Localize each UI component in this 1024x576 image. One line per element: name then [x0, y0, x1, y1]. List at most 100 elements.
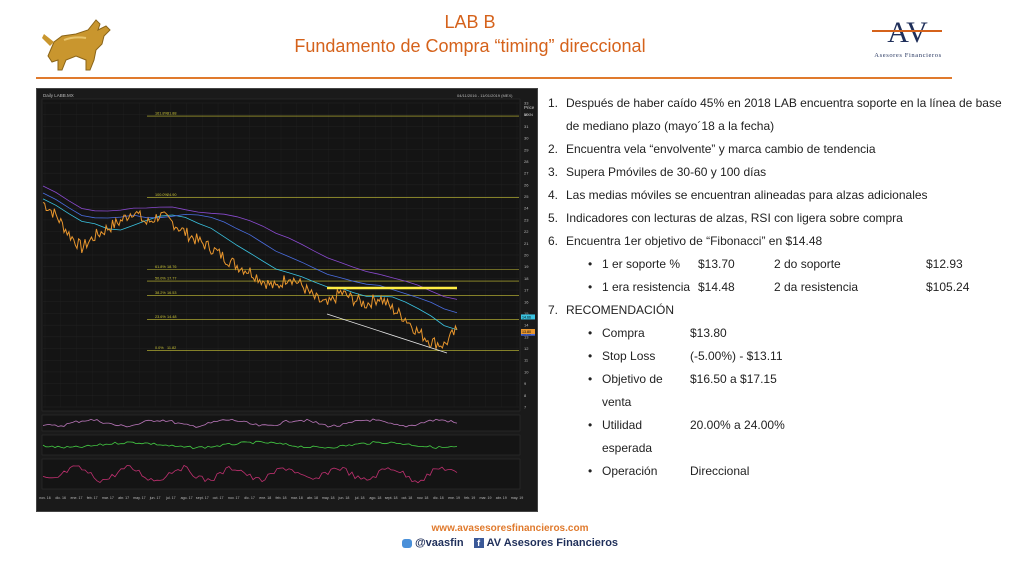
x-tick-label: ene. 18 [259, 496, 271, 500]
bull-logo-icon [42, 19, 111, 71]
rsi-series-line [42, 418, 458, 428]
stochastic-series-line [42, 464, 458, 484]
fibonacci-price-label: 16.53 [167, 291, 177, 295]
logo-letters: AV [887, 16, 929, 49]
chart-date-range: 04/11/2016 - 11/01/2019 (MEX) [457, 93, 513, 98]
trend-line [326, 313, 448, 354]
y-tick-label: 12 [524, 346, 529, 351]
logo-subtitle: Asesores Financieros [874, 52, 942, 59]
point-6: 6. Encuentra 1er objetivo de “Fibonacci” … [548, 234, 823, 248]
y-tick-label: 28 [524, 159, 529, 164]
y-tick-label: 13 [524, 334, 529, 339]
fibonacci-level-label: 61.8% [155, 265, 166, 269]
stock-chart[interactable]: Daily LABB.MX 04/11/2016 - 11/01/2019 (M… [36, 88, 538, 512]
x-tick-label: ago. 17 [181, 496, 193, 500]
y-tick-label: 23 [524, 217, 529, 222]
title-line-2: Fundamento de Compra “timing” direcciona… [294, 36, 646, 56]
fibonacci-level-label: 100.0% [155, 193, 169, 197]
y-tick-label: 24 [524, 206, 529, 211]
bullet-icon: • [588, 349, 593, 363]
fibonacci-level-label: 23.6% [155, 315, 166, 319]
bullet-icon: • [588, 257, 593, 271]
facebook-page[interactable]: AV Asesores Financieros [486, 537, 619, 549]
y-tick-label: 14 [524, 323, 529, 328]
x-tick-label: mar. 17 [102, 496, 114, 500]
y-tick-label: 20 [524, 253, 529, 258]
price-axis-label: Price [524, 105, 535, 110]
y-tick-label: 8 [524, 393, 527, 398]
x-tick-label: mar. 19 [480, 496, 492, 500]
moving-average-line [42, 198, 458, 331]
point-4: 4. Las medias móviles se encuentran aline… [548, 188, 928, 202]
rec-expected-profit: • Utilidad esperada 20.00% a 24.00% [548, 414, 1004, 460]
x-tick-label: nov. 17 [228, 496, 240, 500]
y-tick-label: 11 [524, 358, 529, 363]
y-tick-label: 22 [524, 229, 529, 234]
x-tick-label: abr. 17 [118, 496, 129, 500]
y-tick-label: 10 [524, 369, 529, 374]
x-tick-label: jun. 18 [338, 496, 350, 500]
bullet-icon: • [588, 464, 593, 478]
x-tick-label: feb. 19 [464, 496, 475, 500]
stochastic-pane [41, 458, 521, 490]
x-tick-label: may. 19 [511, 496, 524, 500]
x-tick-label: jul. 18 [354, 496, 365, 500]
chart-canvas: Daily LABB.MX 04/11/2016 - 11/01/2019 (M… [37, 89, 537, 511]
analysis-points: 1. Después de haber caído 45% en 2018 LAB… [548, 92, 1004, 483]
fibonacci-level-label: 161.8% [155, 112, 169, 116]
x-tick-label: abr. 19 [496, 496, 507, 500]
x-tick-label: dic. 16 [55, 496, 66, 500]
bullet-icon: • [588, 418, 593, 432]
header-divider [36, 77, 952, 79]
fibonacci-price-label: 17.77 [167, 277, 177, 281]
rec-stop-loss: • Stop Loss (-5.00%) - $13.11 [548, 345, 1004, 368]
fibonacci-price-label: 24.90 [167, 193, 177, 197]
moving-average-line [42, 185, 458, 300]
y-tick-label: 31 [524, 124, 529, 129]
currency-label: MXN [524, 112, 533, 117]
fibonacci-level-label: 50.0% [155, 277, 166, 281]
x-tick-label: ene. 17 [70, 496, 82, 500]
bullet-icon: • [588, 372, 593, 386]
website-link[interactable]: www.avasesoresfinancieros.com [431, 523, 589, 534]
y-tick-label: 16 [524, 299, 529, 304]
x-tick-label: feb. 17 [87, 496, 98, 500]
y-tick-label: 26 [524, 182, 529, 187]
price-tag-label: 13.80 [522, 330, 531, 334]
x-tick-label: feb. 18 [276, 496, 287, 500]
x-tick-label: nov. 16 [39, 496, 51, 500]
y-tick-label: 30 [524, 136, 529, 141]
twitter-handle[interactable]: @vaasfin [414, 537, 464, 549]
fibonacci-price-label: 11.82 [167, 346, 176, 350]
y-tick-label: 18 [524, 276, 529, 281]
point-1: 1. Después de haber caído 45% en 2018 LAB… [548, 96, 1002, 133]
chart-window-label: Daily LABB.MX [43, 93, 74, 98]
point-7: 7. RECOMENDACIÓN [548, 303, 675, 317]
y-tick-label: 33 [524, 101, 529, 106]
point-3: 3. Supera Pmóviles de 30-60 y 100 días [548, 165, 767, 179]
macd-series-line [42, 440, 458, 450]
social-links: @vaasfin f AV Asesores Financieros [380, 535, 640, 551]
x-tick-label: sept. 17 [196, 496, 209, 500]
rec-target: • Objetivo de venta $16.50 a $17.15 [548, 368, 1004, 414]
y-tick-label: 17 [524, 288, 529, 293]
x-tick-label: may. 17 [133, 496, 146, 500]
fibonacci-level-label: 38.2% [155, 291, 166, 295]
price-tag-label: 14.66 [522, 315, 531, 319]
x-tick-label: jul. 17 [165, 496, 176, 500]
level-row-support: • 1 er soporte % $13.70 2 do soporte $12… [548, 253, 1004, 276]
fibonacci-price-label: 14.48 [167, 315, 177, 319]
facebook-icon: f [473, 538, 484, 549]
x-tick-label: sept. 18 [385, 496, 398, 500]
x-tick-label: ago. 18 [369, 496, 381, 500]
point-5: 5. Indicadores con lecturas de alzas, RSI… [548, 211, 903, 225]
x-tick-label: nov. 18 [417, 496, 429, 500]
fibonacci-price-label: 18.76 [167, 265, 177, 269]
y-tick-label: 7 [524, 405, 527, 410]
point-2: 2. Encuentra vela “envolvente” y marca ca… [548, 142, 876, 156]
y-tick-label: 21 [524, 241, 529, 246]
y-tick-label: 27 [524, 171, 529, 176]
x-tick-label: ene. 19 [448, 496, 460, 500]
x-tick-label: mar. 18 [291, 496, 303, 500]
price-tag [521, 314, 535, 320]
